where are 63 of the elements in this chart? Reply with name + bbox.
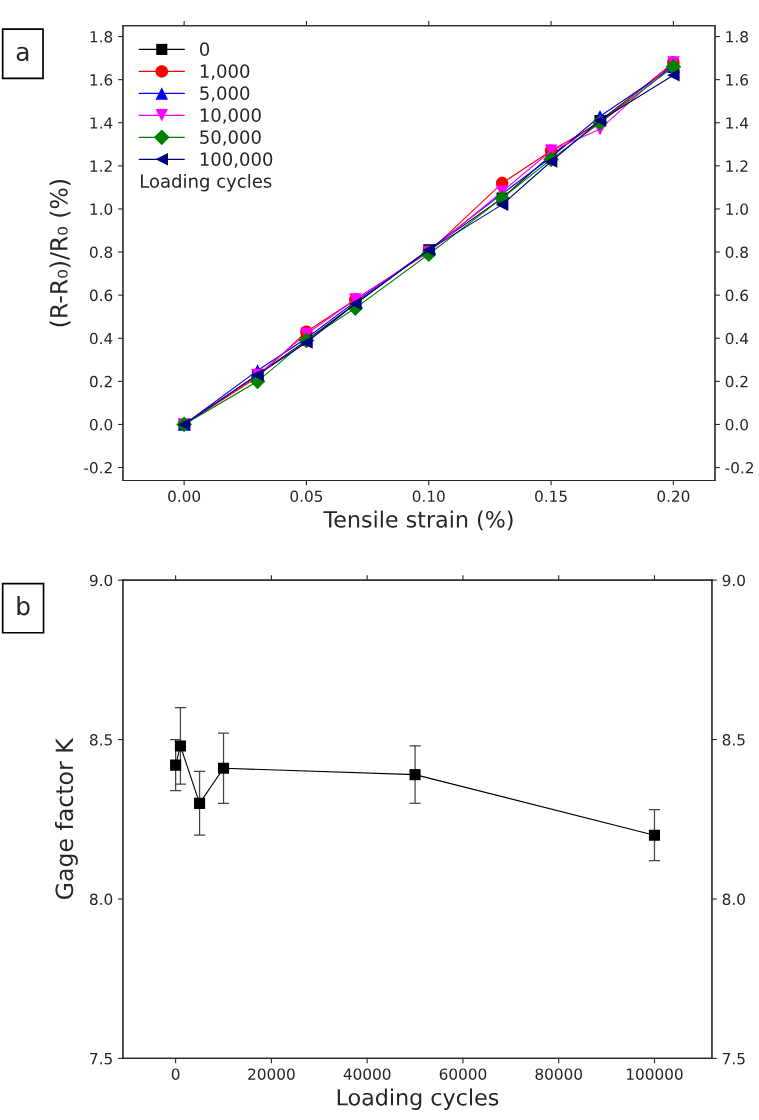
y-tick-label: 0.2 <box>89 375 112 388</box>
y2-tick-label: 8.0 <box>722 893 745 906</box>
y2-tick-label: 0.6 <box>725 289 749 302</box>
x-tick-label: 0.05 <box>290 490 323 503</box>
point <box>409 769 421 781</box>
text: a <box>16 46 29 62</box>
y-tick-label: 7.5 <box>90 1053 112 1065</box>
y-tick-label: 8.0 <box>89 893 113 906</box>
y2-tick-label: 8.5 <box>722 734 745 746</box>
point <box>667 69 680 82</box>
y-tick-label: 1.2 <box>90 160 112 172</box>
y2-tick-label: 0.0 <box>725 418 748 431</box>
y-tick-label: 8.5 <box>89 734 112 746</box>
y2-tick-label: -0.2 <box>725 462 753 474</box>
legend-label: 5,000 <box>200 86 250 102</box>
legend-title: Loading cycles <box>140 173 272 192</box>
y-tick-label: -0.2 <box>84 462 112 474</box>
point <box>544 155 558 168</box>
x-tick-label: 0.10 <box>412 490 445 503</box>
y-tick-label: 1.0 <box>90 203 113 215</box>
point <box>194 797 206 809</box>
x-tick-label: 60000 <box>439 1068 487 1080</box>
y2-tick-label: 1.8 <box>726 31 748 43</box>
y-tick-label: 0.0 <box>89 418 113 431</box>
x-tick-label: 0 <box>171 1068 180 1080</box>
x-tick-label: 80000 <box>535 1068 582 1080</box>
y2-tick-label: 1.0 <box>726 203 748 215</box>
y-tick-label: 1.8 <box>90 31 113 43</box>
y-tick-label: 9.0 <box>89 574 113 587</box>
point <box>174 740 186 752</box>
x-axis-title: Tensile strain (%) <box>323 510 513 531</box>
point <box>170 759 182 771</box>
x-tick-label: 0.15 <box>535 490 567 503</box>
y-tick-label: 0.8 <box>89 246 113 259</box>
y2-tick-label: 0.2 <box>725 375 748 388</box>
legend-label: 10,000 <box>200 108 261 124</box>
point <box>217 762 230 774</box>
point <box>495 198 509 211</box>
legend-label: 1,000 <box>200 64 250 80</box>
y-axis-title: (R-R₀)/R₀ (%) <box>49 179 71 327</box>
x-tick-label: 100000 <box>627 1068 683 1080</box>
y2-tick-label: 1.4 <box>726 117 749 129</box>
y-axis-title: Gage factor K <box>54 737 78 899</box>
point <box>648 829 661 841</box>
x-tick-label: 40000 <box>343 1068 391 1080</box>
x-tick-label: 0.00 <box>168 490 201 503</box>
x-axis-title: Loading cycles <box>337 1088 499 1110</box>
y2-tick-label: 9.0 <box>722 574 745 587</box>
y2-tick-label: 7.5 <box>722 1053 745 1065</box>
text: b <box>17 596 30 616</box>
x-tick-label: 0.20 <box>657 490 690 503</box>
legend-label: 0 <box>199 42 210 56</box>
y2-tick-label: 1.6 <box>726 74 749 86</box>
y-tick-label: 0.6 <box>89 289 113 302</box>
y-tick-label: 1.4 <box>90 117 113 129</box>
y2-tick-label: 1.2 <box>726 160 748 172</box>
legend-label: 50,000 <box>200 130 261 146</box>
legend-label: 100,000 <box>200 152 273 168</box>
y-tick-label: 0.4 <box>89 332 113 345</box>
y2-tick-label: 0.4 <box>725 332 749 345</box>
x-tick-label: 20000 <box>248 1068 295 1080</box>
y-tick-label: 1.6 <box>90 74 113 86</box>
y2-tick-label: 0.8 <box>725 246 748 259</box>
